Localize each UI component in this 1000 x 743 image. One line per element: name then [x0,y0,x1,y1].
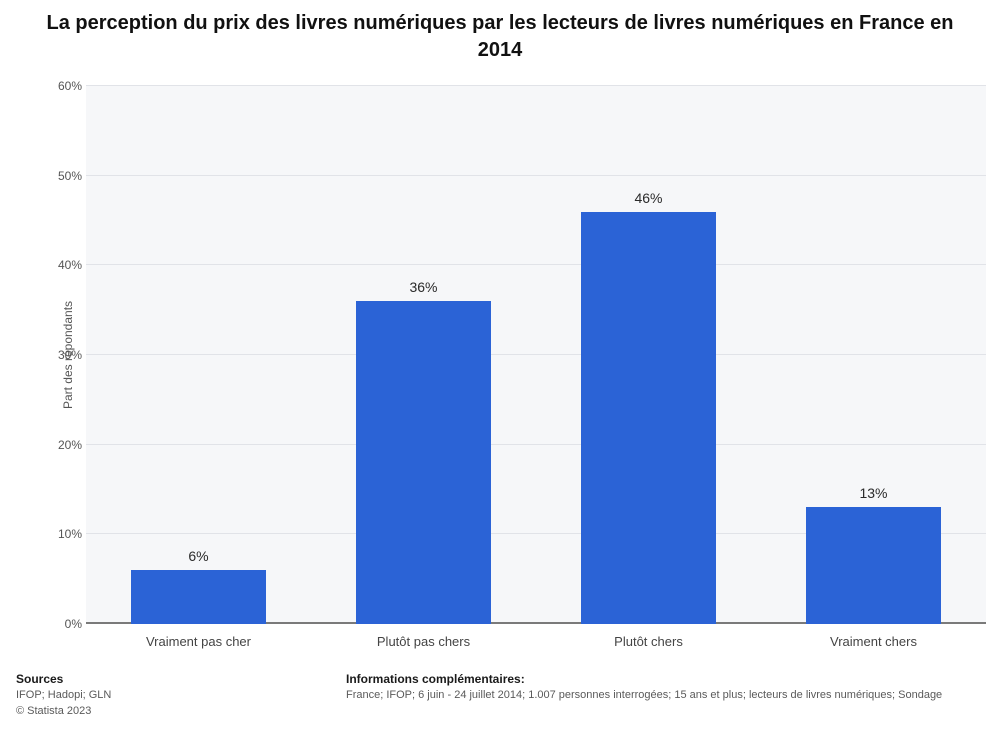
bar[interactable]: 36% [356,301,491,624]
plot-area: Part des répondants 6%36%46%13% 0%10%20%… [86,86,986,624]
y-tick-label: 50% [42,169,82,183]
sources-line-2: © Statista 2023 [16,704,111,720]
bar-value-label: 13% [806,485,941,501]
bar-value-label: 46% [581,190,716,206]
y-tick-label: 40% [42,258,82,272]
sources-line-1: IFOP; Hadopi; GLN [16,688,111,704]
chart-title: La perception du prix des livres numériq… [0,0,1000,64]
y-tick-label: 60% [42,79,82,93]
bar[interactable]: 46% [581,212,716,624]
bars-layer: 6% 36% 46% 13% [86,86,986,624]
bar-value-label: 6% [131,548,266,564]
bar[interactable]: 6% [131,570,266,624]
chart-container: La perception du prix des livres numériq… [0,0,1000,743]
details-heading: Informations complémentaires: [346,672,942,686]
y-tick-label: 10% [42,527,82,541]
x-tick-label: Vraiment chers [761,634,986,649]
y-tick-label: 20% [42,438,82,452]
x-tick-label: Vraiment pas cher [86,634,311,649]
bar-value-label: 36% [356,279,491,295]
x-tick-label: Plutôt chers [536,634,761,649]
sources-heading: Sources [16,672,111,686]
details-line: France; IFOP; 6 juin - 24 juillet 2014; … [346,688,942,704]
bar[interactable]: 13% [806,507,941,624]
x-tick-label: Plutôt pas chers [311,634,536,649]
y-tick-label: 30% [42,348,82,362]
y-tick-label: 0% [42,617,82,631]
